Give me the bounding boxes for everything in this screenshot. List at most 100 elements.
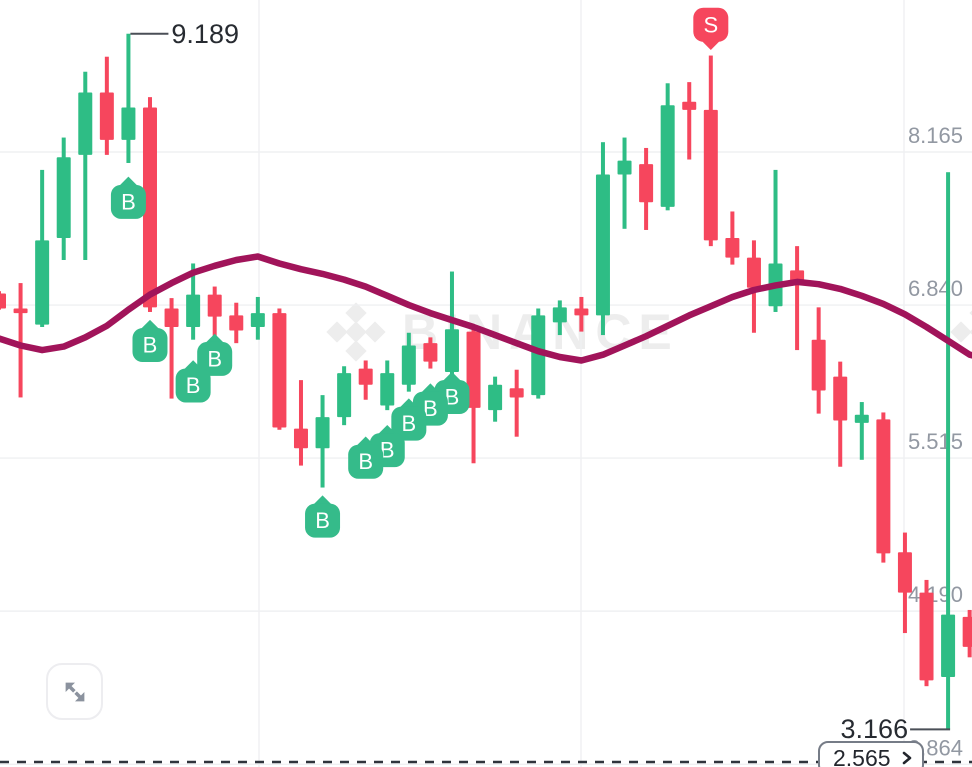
candle-wick: [622, 137, 627, 229]
marker-letter: B: [423, 396, 438, 421]
candle-body: [13, 308, 28, 314]
candle-body: [574, 308, 589, 316]
candle-up: [660, 83, 675, 211]
candle-down: [790, 246, 805, 351]
candle-down: [358, 360, 373, 400]
candle-body: [164, 308, 179, 327]
marker-letter: B: [315, 508, 330, 533]
candle-body: [315, 417, 330, 449]
binance-logo-icon: [950, 302, 972, 343]
candle-body: [99, 92, 114, 140]
candle-body: [142, 107, 157, 308]
candle-body: [78, 92, 93, 155]
candle-up: [854, 402, 869, 460]
chevron-right-icon: [902, 751, 912, 765]
candle-down: [574, 296, 589, 332]
candle-up: [552, 300, 567, 336]
marker-badge: [305, 503, 341, 538]
marker-letter: B: [186, 373, 201, 398]
buy-marker[interactable]: B: [175, 360, 211, 403]
candle-up: [78, 71, 93, 260]
candle-up: [595, 142, 610, 336]
candle-wick: [449, 271, 454, 378]
candle-up: [315, 395, 330, 488]
expand-chart-button[interactable]: [46, 663, 103, 720]
candle-body: [229, 315, 244, 331]
buy-marker[interactable]: B: [391, 398, 427, 441]
sell-marker[interactable]: S: [693, 7, 729, 50]
candle-down: [746, 240, 761, 333]
candle-up: [444, 271, 459, 378]
candle-body: [56, 157, 71, 239]
candle-wick: [773, 169, 778, 312]
y-axis-label: 8.165: [908, 123, 963, 148]
marker-letter: B: [401, 411, 416, 436]
candle-body: [725, 238, 740, 258]
high-price-label: 9.189: [171, 18, 239, 49]
marker-letter: B: [380, 438, 395, 463]
candle-body: [876, 419, 891, 554]
buy-marker[interactable]: B: [132, 319, 168, 363]
candle-down: [164, 298, 179, 399]
candle-down: [466, 324, 481, 464]
expand-arrows-icon: [65, 682, 84, 701]
candle-down: [99, 56, 114, 155]
candle-body: [703, 109, 718, 241]
candle-up: [617, 137, 632, 229]
candle-body: [423, 343, 438, 362]
candle-body: [531, 315, 546, 396]
candle-wick: [126, 33, 131, 163]
candle-body: [466, 331, 481, 408]
candle-body: [401, 345, 416, 385]
candle-wick: [83, 71, 88, 260]
candle-down: [229, 302, 244, 344]
candle-body: [337, 373, 352, 418]
candle-down: [876, 412, 891, 563]
candle-body: [358, 368, 373, 385]
candle-up: [250, 296, 265, 340]
candle-down: [142, 97, 157, 312]
candle-wick: [795, 246, 800, 351]
buy-marker[interactable]: B: [305, 495, 341, 538]
candle-wick: [859, 402, 864, 460]
y-axis-label: 5.515: [908, 429, 963, 454]
current-price-pill[interactable]: 2.565: [818, 741, 924, 767]
marker-badge: [110, 184, 146, 219]
candle-body: [811, 339, 826, 391]
candle-down: [833, 361, 848, 467]
buy-marker[interactable]: B: [197, 333, 233, 376]
buy-marker[interactable]: B: [348, 436, 384, 479]
marker-letter: B: [207, 346, 222, 371]
candle-up: [186, 263, 201, 340]
candle-up: [35, 169, 50, 327]
buy-marker[interactable]: B: [110, 176, 146, 219]
marker-letter: S: [703, 12, 718, 37]
candle-body: [509, 388, 524, 398]
candle-wick: [18, 283, 23, 398]
candle-down: [897, 532, 912, 634]
candle-up: [941, 172, 956, 730]
candle-body: [272, 313, 287, 428]
candle-down: [919, 579, 934, 687]
marker-badge: [197, 341, 233, 376]
candle-down: [272, 308, 287, 430]
y-axis-label: 4.190: [908, 582, 963, 607]
candle-down: [0, 291, 6, 310]
candle-body: [962, 616, 972, 647]
candle-body: [617, 160, 632, 175]
candle-wick: [169, 298, 174, 399]
candle-body: [639, 164, 654, 203]
candle-down: [682, 82, 697, 160]
candle-down: [207, 286, 222, 338]
candle-body: [207, 294, 222, 317]
current-price-value: 2.565: [833, 744, 891, 767]
marker-letter: B: [358, 449, 373, 474]
candle-body: [380, 373, 395, 406]
candle-body: [35, 240, 50, 325]
candle-wick: [514, 369, 519, 437]
marker-badge: [132, 328, 168, 363]
ma-line: [0, 253, 972, 364]
